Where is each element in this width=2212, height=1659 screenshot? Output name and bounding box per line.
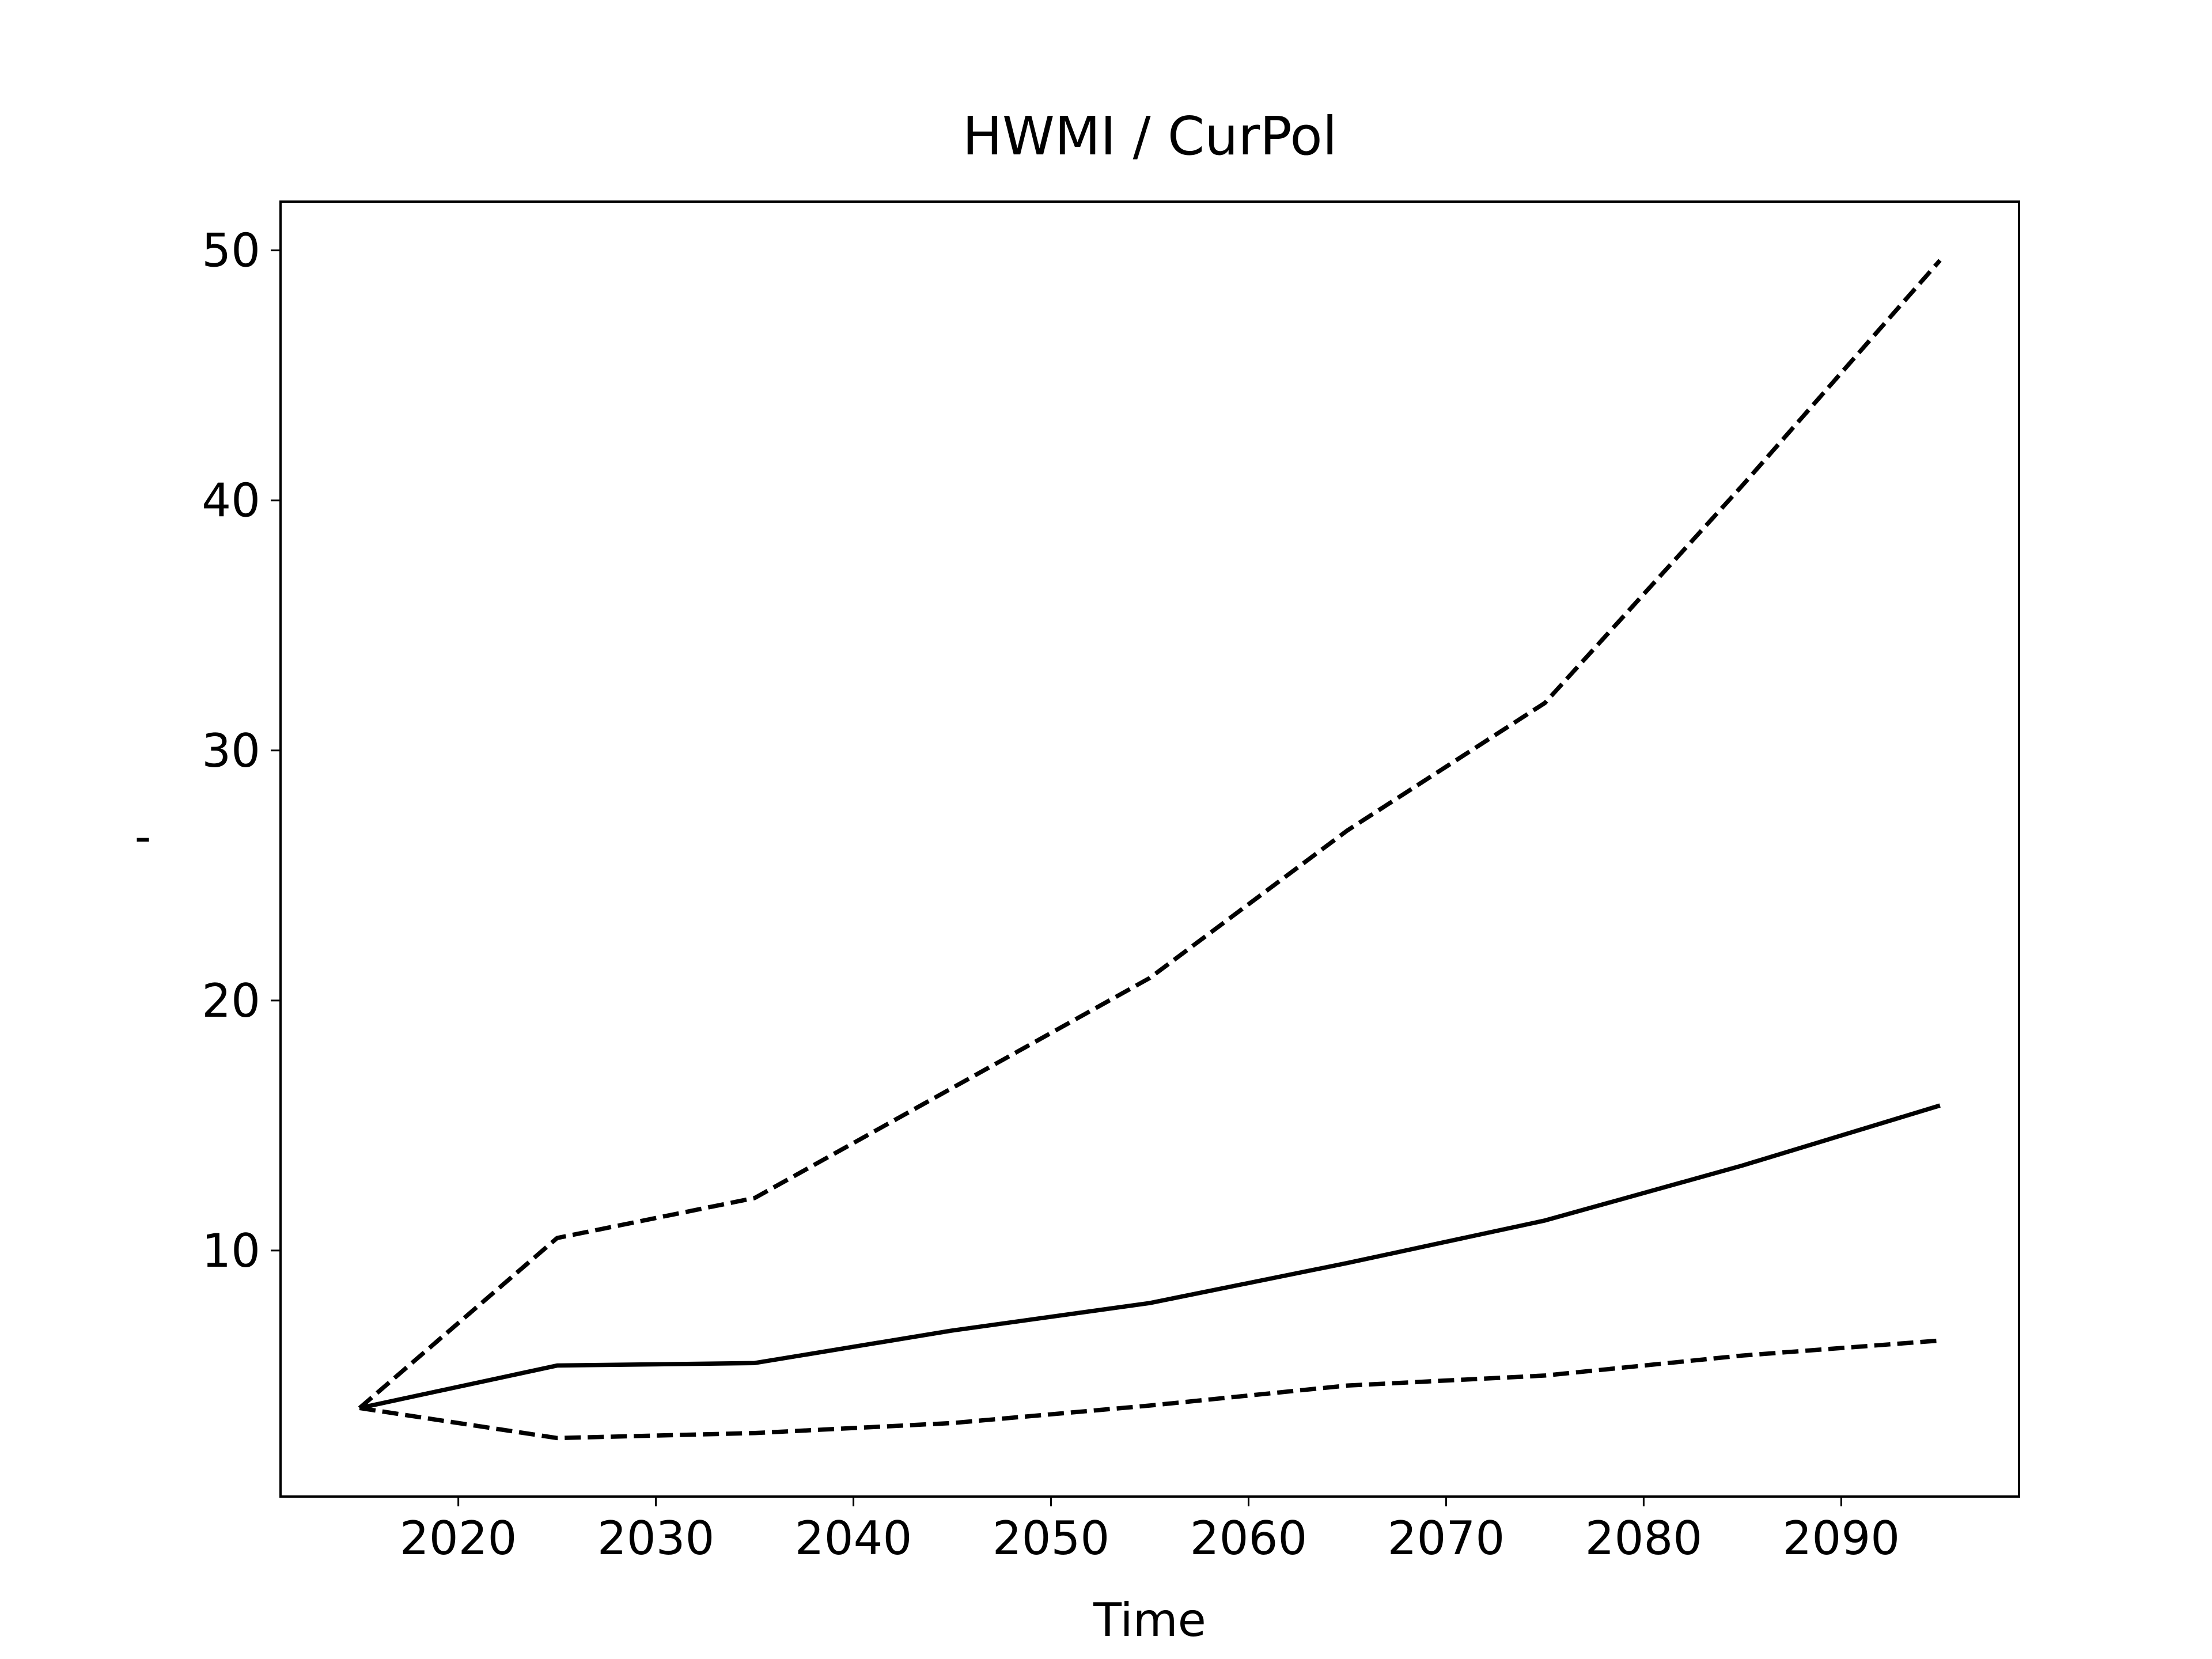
y-tick-label: 50 (202, 224, 260, 278)
y-tick-label: 20 (202, 974, 260, 1028)
chart-title: HWMI / CurPol (963, 105, 1338, 167)
x-tick-label: 2020 (400, 1512, 517, 1565)
x-tick-label: 2080 (1585, 1512, 1703, 1565)
series-line (358, 259, 1942, 1410)
x-axis-label: Time (1093, 1593, 1206, 1647)
y-tick-label: 10 (202, 1224, 260, 1278)
y-tick-label: 30 (202, 724, 260, 778)
x-tick-label: 2060 (1190, 1512, 1308, 1565)
plot-frame (279, 200, 2020, 1498)
x-tick-label: 2050 (993, 1512, 1110, 1565)
x-tick-label: 2030 (597, 1512, 715, 1565)
series-line (359, 1338, 1941, 1441)
series-line (359, 1103, 1941, 1411)
x-tick-label: 2070 (1388, 1512, 1505, 1565)
y-axis-label: - (135, 810, 151, 863)
x-tick-label: 2040 (795, 1512, 912, 1565)
x-tick-label: 2090 (1783, 1512, 1900, 1565)
y-tick-label: 40 (202, 474, 260, 528)
